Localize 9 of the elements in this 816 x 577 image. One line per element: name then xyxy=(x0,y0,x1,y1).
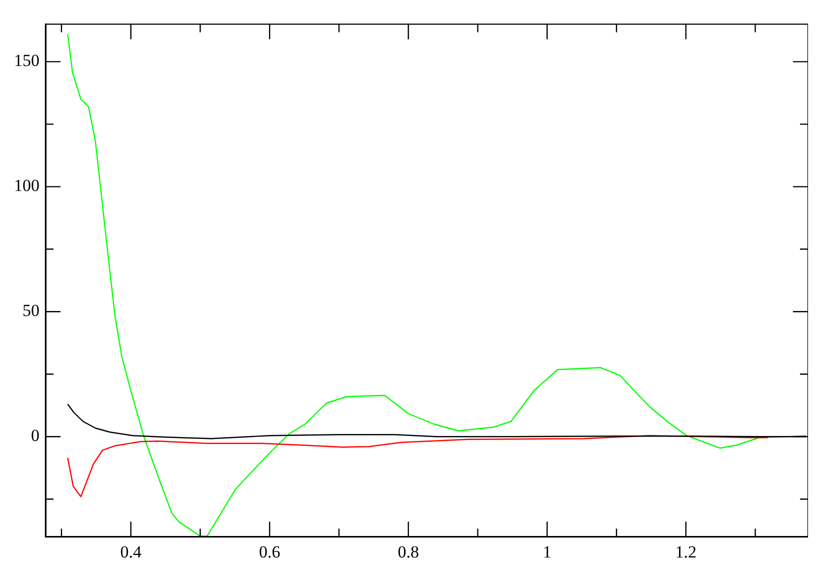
x-tick-label: 1 xyxy=(542,542,552,562)
x-tick-label: 0.4 xyxy=(120,542,142,562)
x-tick-label: 1.2 xyxy=(675,542,697,562)
x-tick-label: 0.8 xyxy=(398,542,419,562)
y-tick-label: 100 xyxy=(14,176,40,196)
y-tick-label: 0 xyxy=(31,426,40,446)
y-tick-label: 150 xyxy=(14,51,40,70)
y-tick-label: 50 xyxy=(22,301,40,320)
x-tick-label: 0.6 xyxy=(258,542,280,562)
